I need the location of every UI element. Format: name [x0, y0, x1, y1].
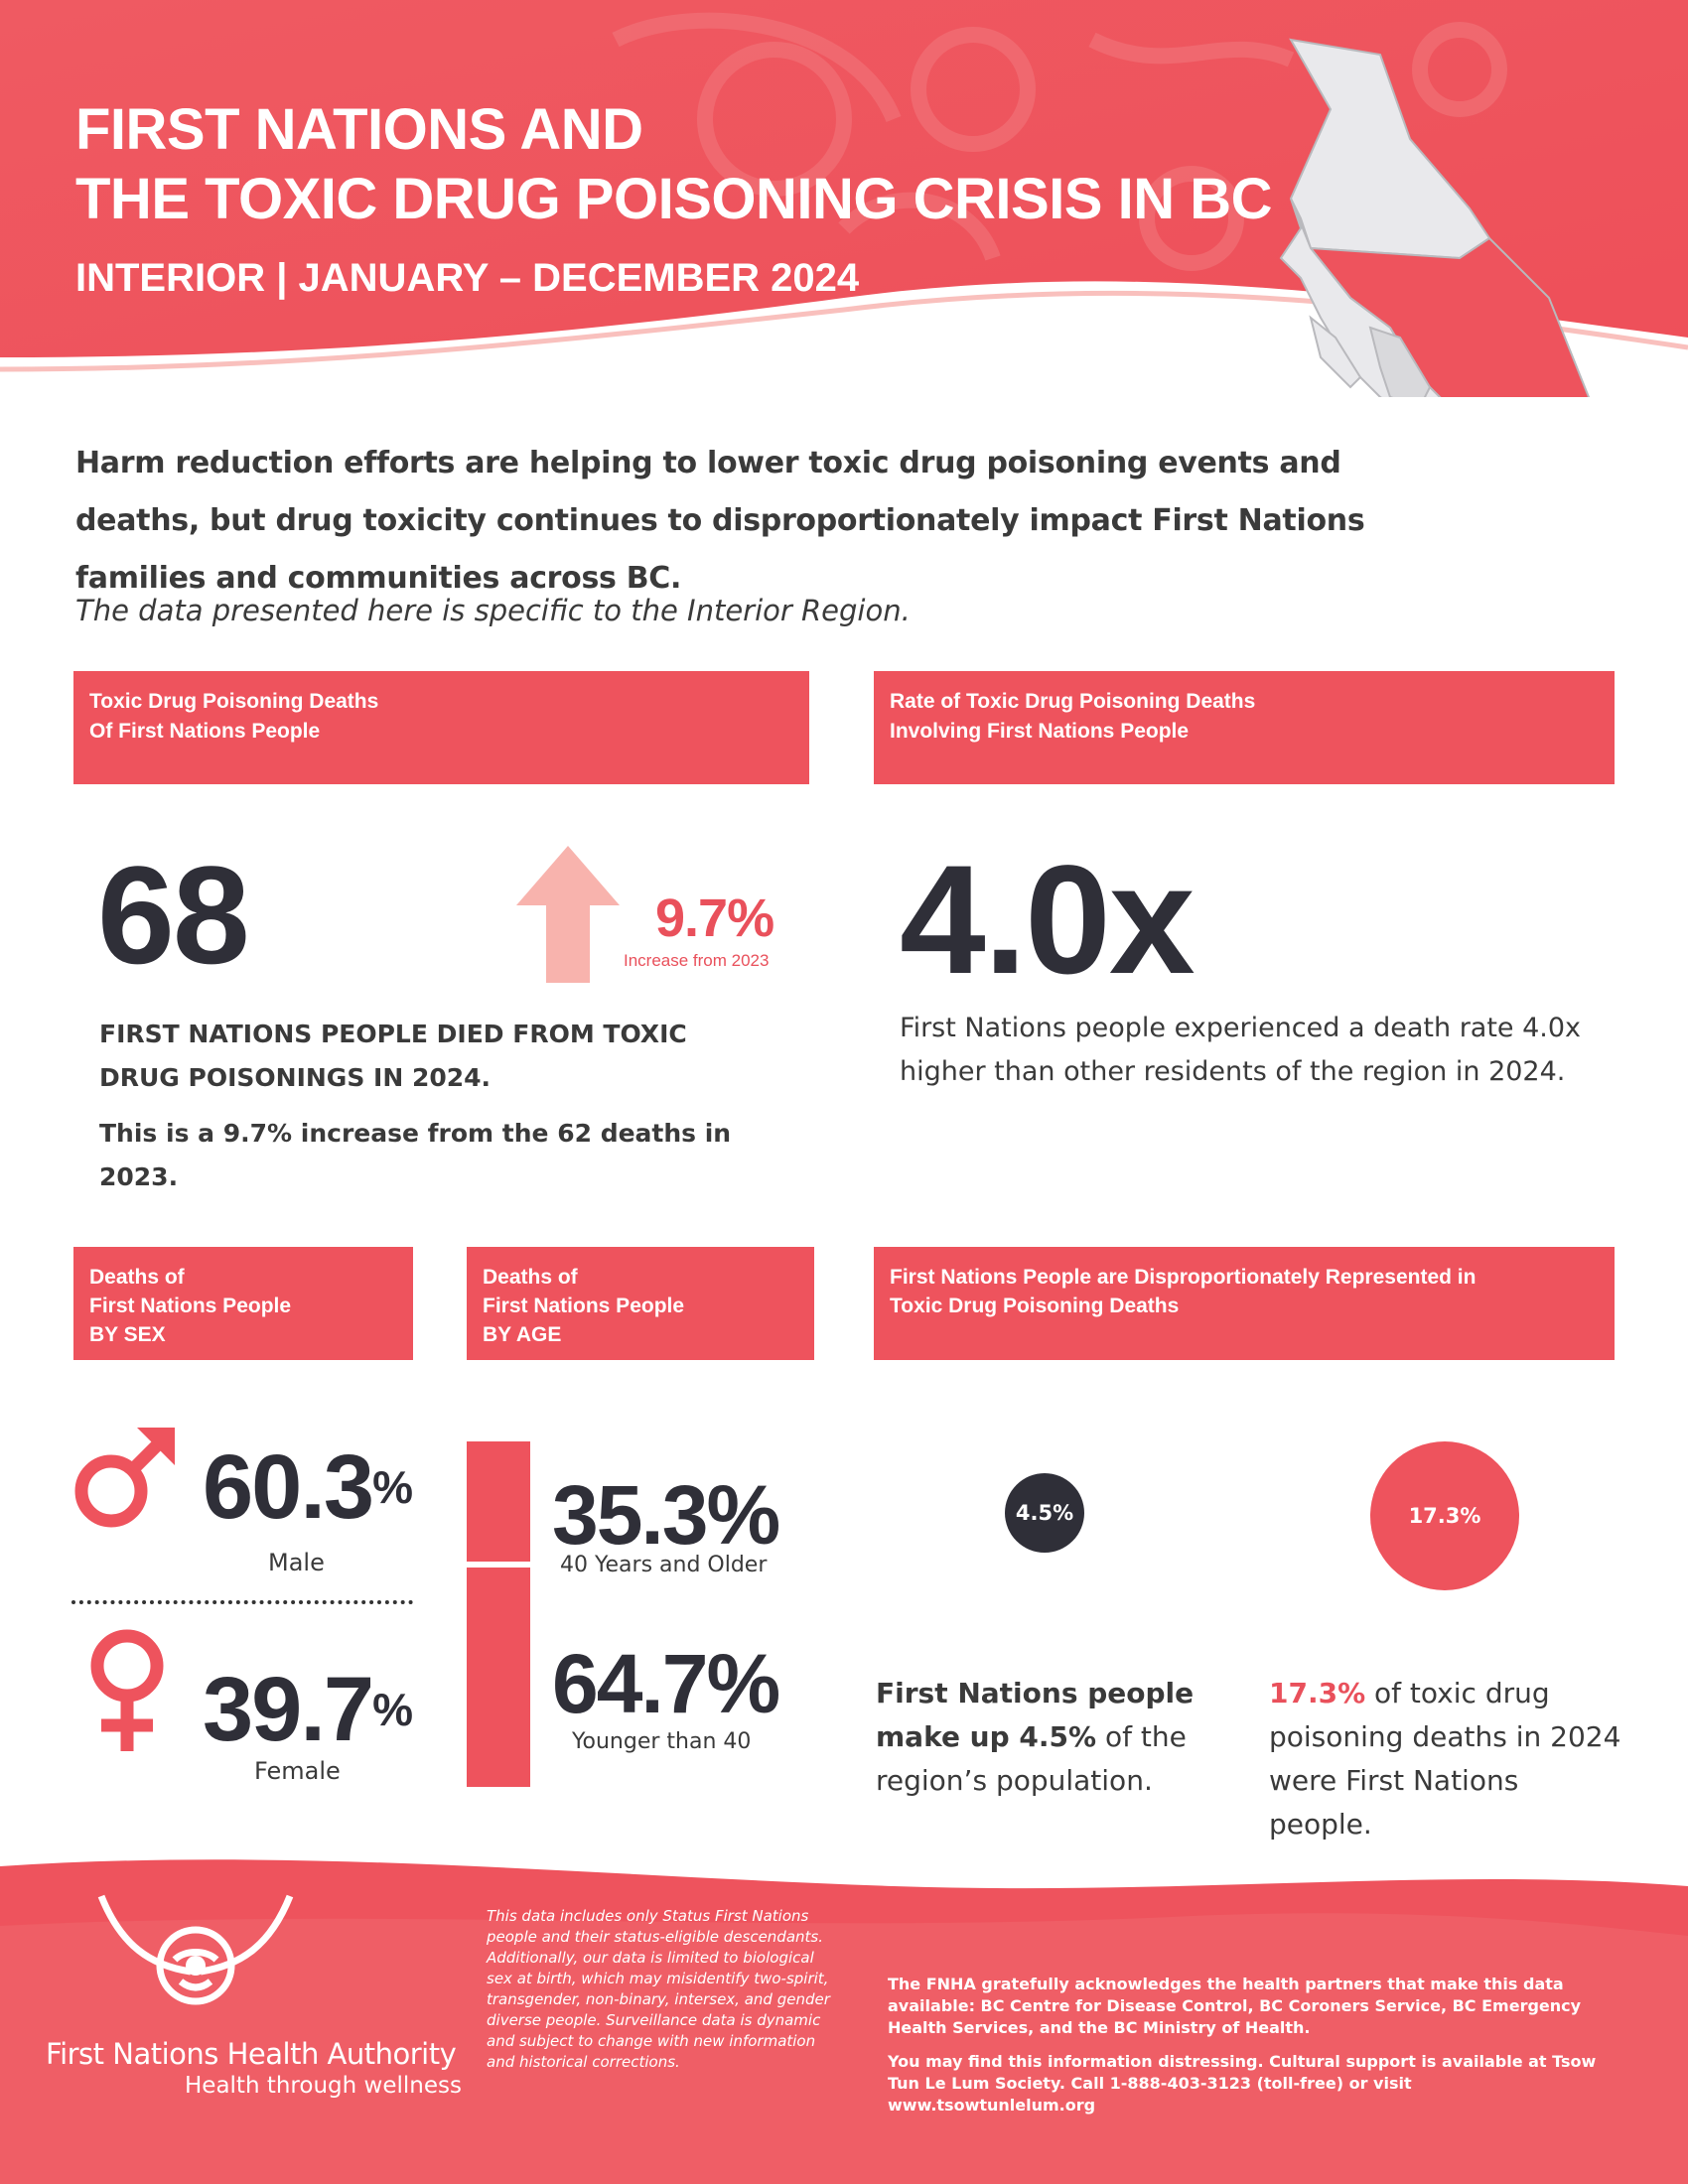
male-pct-value: 60.3	[203, 1436, 374, 1538]
female-symbol-icon	[90, 1629, 164, 1751]
age-stacked-bar	[467, 1441, 530, 1787]
title-line-2: THE TOXIC DRUG POISONING CRISIS IN BC	[75, 167, 1273, 231]
header-background	[0, 0, 1688, 397]
footer-acknowledgement: The FNHA gratefully acknowledges the hea…	[888, 1974, 1622, 2116]
deaths-change-pct: 9.7%	[655, 888, 774, 948]
rate-statement: First Nations people experienced a death…	[900, 1013, 1582, 1087]
by-age-heading-line-3: BY AGE	[483, 1323, 562, 1346]
by-sex-heading-line-2: First Nations People	[89, 1295, 292, 1317]
female-label: Female	[254, 1757, 341, 1785]
rate-value: 4.0x	[900, 834, 1196, 1007]
increase-arrow-icon	[516, 846, 620, 983]
by-sex-heading-line-1: Deaths of	[89, 1266, 185, 1289]
title-line-1: FIRST NATIONS AND	[75, 97, 643, 162]
population-statement: First Nations people make up 4.5% of the…	[876, 1672, 1203, 1803]
by-sex-heading: Deaths of First Nations People BY SEX	[73, 1247, 413, 1360]
by-sex-heading-line-3: BY SEX	[89, 1323, 166, 1346]
representation-heading-line-1: First Nations People are Disproportionat…	[890, 1266, 1477, 1289]
rate-heading: Rate of Toxic Drug Poisoning Deaths Invo…	[874, 671, 1615, 784]
bc-map	[1279, 38, 1591, 397]
male-pct-sign: %	[372, 1461, 413, 1513]
footer-data-note: This data includes only Status First Nat…	[487, 1907, 830, 2071]
age-younger-pct: 64.7%	[552, 1637, 780, 1730]
org-name: First Nations Health Authority	[46, 2037, 457, 2071]
footer-acknowledgement-text: The FNHA gratefully acknowledges the hea…	[888, 1975, 1582, 2037]
male-symbol-icon	[74, 1428, 175, 1528]
by-age-heading: Deaths of First Nations People BY AGE	[467, 1247, 814, 1360]
age-older-pct: 35.3%	[552, 1468, 780, 1562]
representation-heading-line-2: Toxic Drug Poisoning Deaths	[890, 1295, 1180, 1317]
deaths-count: 68	[97, 837, 250, 993]
female-pct-value: 39.7	[203, 1659, 374, 1760]
population-statement-bold: First Nations people make up 4.5%	[876, 1677, 1195, 1753]
female-pct: 39.7%	[203, 1664, 413, 1755]
fnha-logo-icon	[97, 1894, 294, 2005]
by-age-heading-line-1: Deaths of	[483, 1266, 578, 1289]
deaths-share-highlight: 17.3%	[1269, 1677, 1366, 1709]
population-circle: 4.5%	[1005, 1473, 1084, 1553]
age-older-label: 40 Years and Older	[560, 1553, 768, 1577]
sex-divider	[71, 1600, 413, 1604]
footer-background	[0, 1859, 1688, 2184]
intro-note: The data presented here is specific to t…	[75, 594, 911, 627]
header-banner: FIRST NATIONS AND THE TOXIC DRUG POISONI…	[0, 0, 1688, 397]
male-label: Male	[268, 1549, 325, 1576]
female-pct-sign: %	[372, 1684, 413, 1735]
deaths-heading-line-2: Of First Nations People	[89, 720, 321, 743]
deaths-change-label: Increase from 2023	[624, 951, 770, 970]
rate-heading-line-1: Rate of Toxic Drug Poisoning Deaths	[890, 690, 1256, 713]
page-title: FIRST NATIONS AND THE TOXIC DRUG POISONI…	[75, 95, 1273, 234]
age-bar-younger-segment	[467, 1568, 530, 1787]
deaths-heading-line-1: Toxic Drug Poisoning Deaths	[89, 690, 379, 713]
deaths-share-rest: of toxic drug poisoning deaths in 2024 w…	[1269, 1677, 1621, 1841]
male-pct: 60.3%	[203, 1441, 413, 1533]
footer-banner	[0, 1846, 1688, 2184]
deaths-comparison: This is a 9.7% increase from the 62 deat…	[99, 1119, 732, 1191]
deaths-share-statement: 17.3% of toxic drug poisoning deaths in …	[1269, 1672, 1626, 1846]
age-bar-older-segment	[467, 1441, 530, 1562]
by-age-heading-line-2: First Nations People	[483, 1295, 685, 1317]
footer-support-text: You may find this information distressin…	[888, 2052, 1597, 2115]
representation-heading: First Nations People are Disproportionat…	[874, 1247, 1615, 1360]
intro-text: Harm reduction efforts are helping to lo…	[75, 446, 1365, 596]
deaths-statement: FIRST NATIONS PEOPLE DIED FROM TOXIC DRU…	[99, 1020, 687, 1092]
deaths-heading: Toxic Drug Poisoning Deaths Of First Nat…	[73, 671, 809, 784]
rate-heading-line-2: Involving First Nations People	[890, 720, 1190, 743]
org-tagline: Health through wellness	[185, 2073, 462, 2099]
population-statement-rest: of the region’s population.	[876, 1720, 1187, 1797]
deaths-share-circle: 17.3%	[1370, 1441, 1519, 1590]
age-younger-label: Younger than 40	[572, 1729, 752, 1754]
page-subtitle: INTERIOR | JANUARY – DECEMBER 2024	[75, 256, 860, 300]
